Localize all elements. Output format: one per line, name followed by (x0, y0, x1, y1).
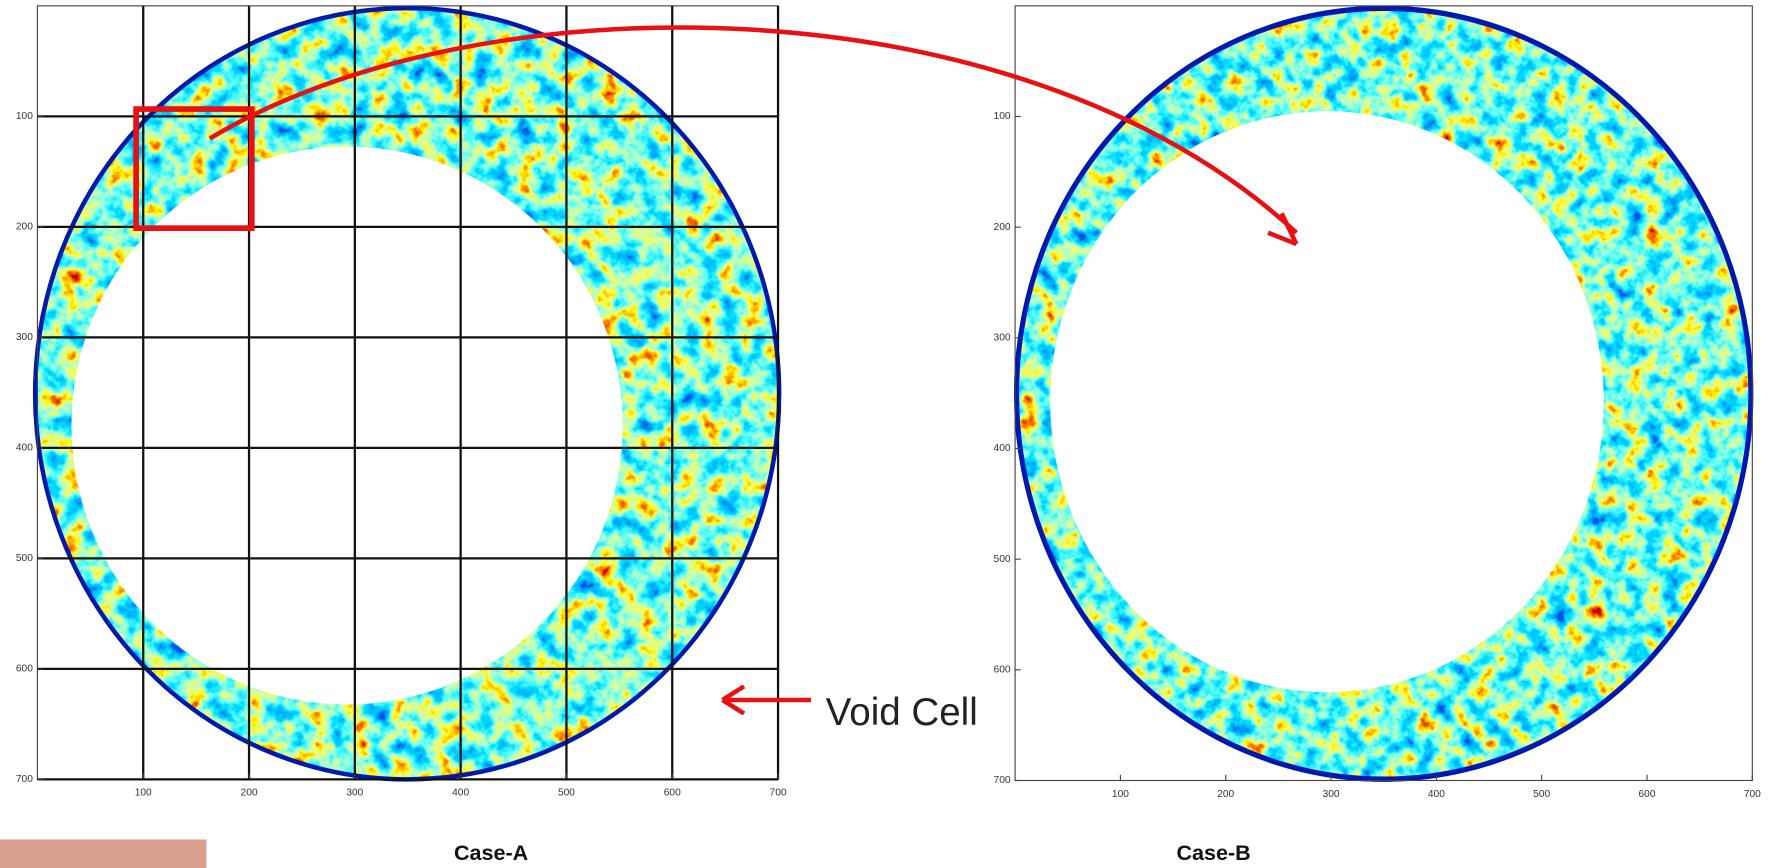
x-tick-label: 100 (135, 788, 152, 799)
annotation: Void Cell (826, 691, 978, 734)
x-tick-label: 700 (1744, 789, 1761, 800)
y-tick-label: 200 (994, 222, 1011, 233)
x-tick-label: 100 (1112, 789, 1129, 800)
y-tick-label: 500 (994, 554, 1011, 565)
y-tick-label: 700 (994, 775, 1011, 786)
y-tick-label: 200 (16, 222, 33, 233)
void-arrow (721, 684, 811, 716)
y-tick-label: 600 (994, 665, 1011, 676)
x-tick-label: 600 (1638, 789, 1655, 800)
x-tick-label: 200 (1217, 789, 1234, 800)
axes: 100 200 300 400 500 600 700 100 200 300 400 500 600 7… (16, 5, 1761, 865)
x-tick-label: 500 (558, 788, 575, 799)
highlight-box (133, 106, 255, 231)
y-tick-label: 500 (16, 553, 33, 564)
x-tick-label: 200 (241, 788, 258, 799)
x-tick-label: 300 (1323, 789, 1340, 800)
x-tick-label: 700 (770, 788, 787, 799)
ring-image-b (1013, 5, 1754, 782)
y-tick-label: 700 (16, 774, 33, 785)
x-tick-label: 500 (1533, 789, 1550, 800)
arrow-head (1267, 212, 1299, 247)
x-tick-label: 600 (664, 788, 681, 799)
x-tick-label: 400 (452, 788, 469, 799)
axes-frame (1014, 5, 1753, 782)
y-tick-label: 300 (16, 332, 33, 343)
y-tick-label: 100 (994, 111, 1011, 122)
corner-tab (0, 839, 207, 868)
y-tick-label: 600 (16, 664, 33, 675)
y-tick-label: 300 (994, 333, 1011, 344)
x-tick-label: 300 (346, 788, 363, 799)
y-tick-label: 100 (16, 111, 33, 122)
curved-arrow (208, 25, 1298, 235)
x-tick-label: 400 (1428, 789, 1445, 800)
panel-caption: Case-A (454, 841, 528, 865)
panel-caption: Case-B (1176, 841, 1250, 865)
y-tick-label: 400 (16, 443, 33, 454)
y-tick-label: 400 (994, 443, 1011, 454)
